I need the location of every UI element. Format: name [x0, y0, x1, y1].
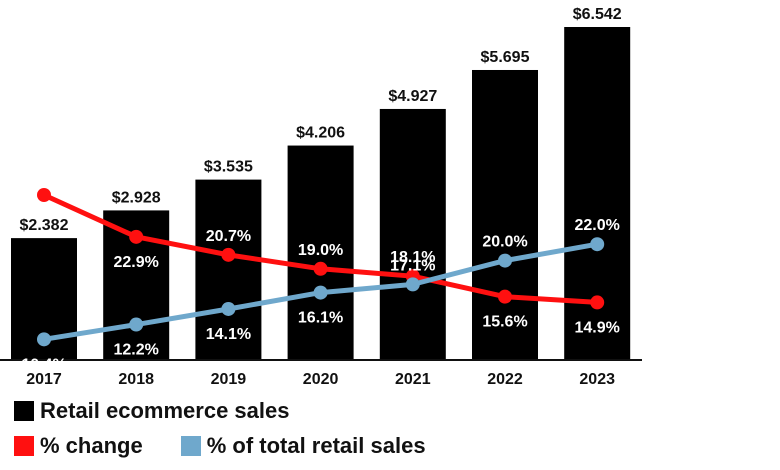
- bar-2021: [379, 108, 446, 359]
- pct-change-label-2018: 22.9%: [114, 254, 159, 271]
- legend-swatch-pct-change: [14, 436, 34, 456]
- bar-2019: [195, 179, 262, 359]
- pct-total-label-2023: 22.0%: [575, 217, 620, 234]
- pct-change-point-2020: [313, 261, 328, 276]
- bar-2022: [472, 69, 538, 359]
- bar-value-label-2017: $2.382: [20, 217, 69, 234]
- pct-change-label-2017: 28.0%: [21, 168, 66, 185]
- legend-item-pct-change: % change: [14, 433, 143, 459]
- pct-total-label-2019: 14.1%: [206, 326, 251, 343]
- bars-layer: [11, 27, 631, 359]
- legend-swatch-pct-total: [180, 436, 201, 456]
- pct-total-point-2021: [405, 277, 420, 292]
- pct-change-label-2022: 15.6%: [482, 314, 527, 331]
- bar-2020: [287, 145, 354, 359]
- bar-value-label-2023: $6.542: [573, 6, 622, 23]
- bar-value-label-2018: $2.928: [112, 189, 161, 206]
- x-tick-labels: 2017 2018 2019 2020 2021 2022 2023: [26, 371, 615, 388]
- lines-layer: [37, 188, 605, 347]
- pct-total-point-2019: [221, 301, 236, 316]
- pct-total-label-2021: 17.1%: [390, 257, 435, 274]
- bar-value-label-2019: $3.535: [204, 159, 253, 176]
- bar-value-label-2022: $5.695: [481, 49, 530, 66]
- pct-total-label-2020: 16.1%: [298, 310, 343, 327]
- legend-item-pct-total: % of total retail sales: [180, 433, 426, 459]
- x-tick-2022: 2022: [487, 371, 523, 388]
- x-tick-2018: 2018: [118, 371, 154, 388]
- legend-label-pct-total: % of total retail sales: [206, 433, 426, 458]
- legend-label-pct-change: % change: [40, 433, 143, 458]
- legend-item-ecommerce-sales: Retail ecommerce sales: [14, 398, 290, 424]
- pct-change-label-2021: 18.1%: [390, 249, 435, 266]
- pct-total-label-2022: 20.0%: [482, 234, 527, 251]
- pct-total-label-2017: 10.4%: [21, 356, 66, 373]
- pct-total-point-2018: [129, 317, 144, 332]
- pct-change-label-2019: 20.7%: [206, 228, 251, 245]
- pct-change-point-2022: [498, 289, 512, 304]
- pct-change-label-2020: 19.0%: [298, 242, 343, 259]
- x-tick-2017: 2017: [26, 371, 62, 388]
- pct-total-label-2018: 12.2%: [114, 342, 159, 359]
- pct-total-point-2020: [313, 285, 328, 300]
- pct-change-label-2023: 14.9%: [575, 319, 620, 336]
- pct-total-point-2022: [498, 253, 512, 268]
- pct-total-point-2017: [37, 332, 51, 347]
- pct-change-point-2018: [129, 229, 144, 244]
- legend-label-ecommerce-sales: Retail ecommerce sales: [40, 398, 290, 423]
- pct-change-point-2017: [37, 188, 51, 202]
- x-tick-2019: 2019: [211, 371, 247, 388]
- pct-total-point-2023: [590, 237, 605, 252]
- x-tick-2023: 2023: [579, 371, 615, 388]
- x-tick-2020: 2020: [303, 371, 339, 388]
- pct-change-point-2023: [590, 295, 605, 310]
- pct-change-point-2019: [221, 247, 236, 262]
- legend-row-1: Retail ecommerce sales: [14, 398, 328, 424]
- x-tick-2021: 2021: [395, 371, 431, 388]
- data-labels: $2.382 $2.928 $3.535 $4.206 $4.927 $5.695 $6.5…: [20, 6, 622, 373]
- bar-value-label-2021: $4.927: [388, 88, 437, 105]
- legend-swatch-ecommerce-sales: [14, 401, 34, 421]
- bar-value-label-2020: $4.206: [296, 125, 345, 142]
- legend-row-2: % change % of total retail sales: [14, 433, 464, 459]
